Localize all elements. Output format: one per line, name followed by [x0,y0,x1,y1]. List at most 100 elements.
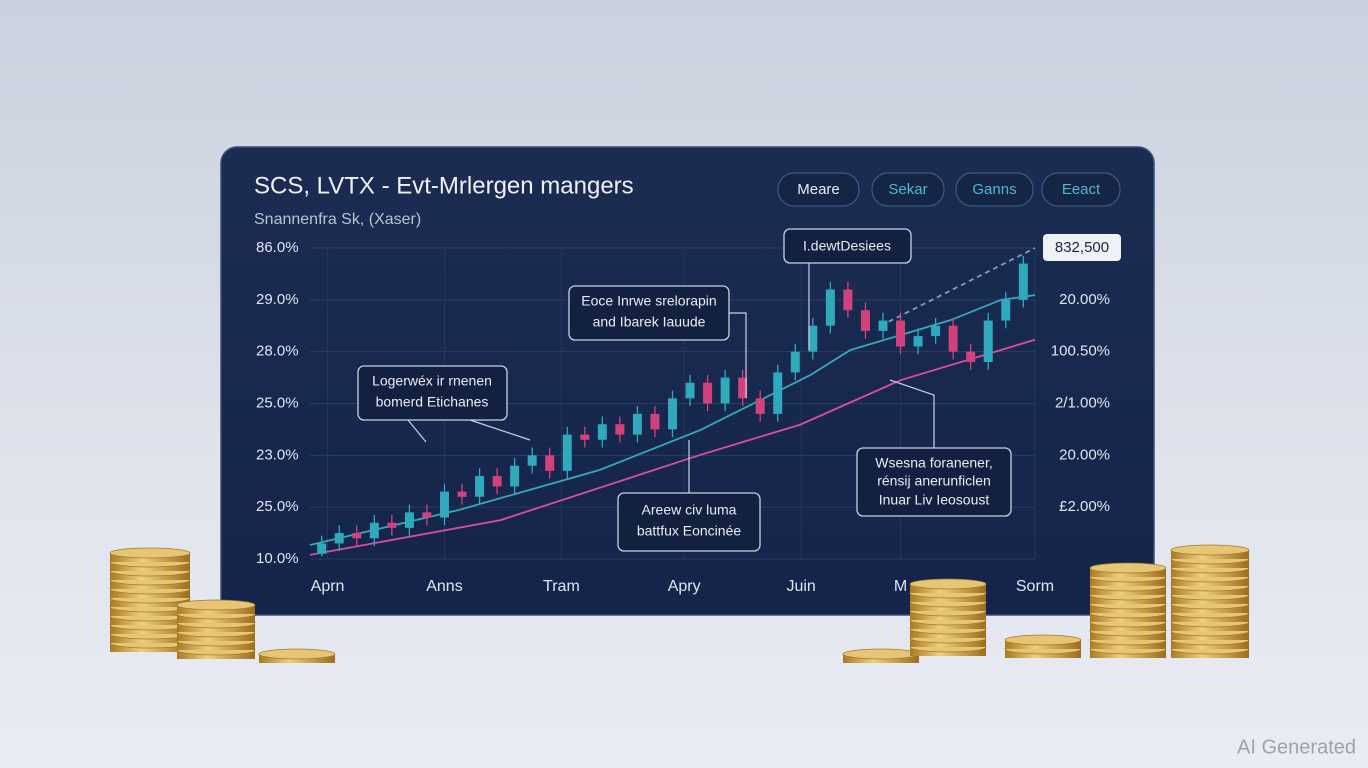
candle-body [825,289,835,326]
y-tick-label: 23.0% [256,446,299,463]
candle-body [948,325,958,352]
toolbar-button[interactable] [1041,172,1121,207]
x-tick-label: Juin [786,578,815,595]
candle-body [808,325,818,352]
annotation-text: and Ibarek Iauude [593,314,706,330]
leader [729,312,747,398]
y2-tick-label: £2.00% [1059,498,1110,515]
x-tick-label: Anns [426,578,462,595]
x-tick-label: Sorm [1016,578,1054,595]
coin-face [109,547,191,559]
price-tag [1043,234,1121,261]
toolbar: Meare Sekar Ganns Eeact [777,172,1121,207]
candle-body [913,336,923,347]
candle-body [860,310,870,331]
annotation-box [568,285,730,341]
candle-body [457,491,467,497]
annotation-box [617,492,761,552]
x-tick-label: Tram [543,578,580,595]
candle-body [492,476,502,487]
moving-average [309,338,1036,556]
annotation-text: I.dewtDesiees [803,238,891,254]
coin-face [842,648,920,660]
plot: 10.0% 25.0% 23.0% 25.0% 28.0% 29.0% 86.0% £2.00… [256,239,1110,595]
candle-body [352,533,362,539]
leader [407,419,531,443]
coin-face [909,578,987,590]
coin-face [258,648,336,660]
chart-title: SCS, LVTX - Evt-Mrlergen mangers [254,172,634,199]
candle-body [931,325,941,337]
y-tick-label: 25.0% [256,498,299,515]
candle-body [983,320,993,363]
x-tick-label: Apry [668,578,701,595]
moving-average [880,247,1036,327]
toolbar-button[interactable] [871,172,945,207]
coin-face [1170,544,1250,556]
annotations: Logerwéx ir rnenen bomerd Etichanes Eoce… [357,228,1012,552]
y2-tick-label: 20.00% [1059,446,1110,463]
coin-face [176,599,256,611]
button-label: Ganns [972,181,1016,198]
candle-body [475,476,485,497]
x-tick-label: M [894,578,907,595]
coin-face [1089,562,1167,574]
candle-body [878,320,888,331]
candle-body [720,377,730,404]
chart-subtitle: Snannenfra Sk, (Xaser) [254,211,421,228]
candle-body [773,372,783,414]
button-label: Meare [797,181,840,198]
moving-average [309,294,1036,546]
annotation-text: Wsesna foranener, [875,455,993,471]
candle-body [580,434,590,440]
coins [109,544,1250,663]
candle-body [790,351,800,373]
candle-body [562,434,572,471]
button-label: Sekar [888,181,927,198]
candle-body [334,533,344,544]
candle-body [545,455,555,471]
candle-body [650,413,660,430]
candle-body [615,424,625,435]
candle-body [896,320,906,347]
candle-body [510,465,520,487]
y2-tick-label: 100.50% [1051,343,1110,360]
candle-body [387,522,397,528]
y-tick-label: 25.0% [256,394,299,411]
candle-body [966,351,976,363]
y2-tick-label: 20.00% [1059,291,1110,308]
candle-body [597,424,607,440]
y2-tick-label: 2/1.00% [1055,394,1110,411]
toolbar-button[interactable] [777,172,860,207]
watermark: AI Generated [1237,736,1356,758]
candle-body [1018,263,1028,300]
coin-face [1004,634,1082,646]
candle-body [1001,299,1011,321]
candle-body [404,512,414,528]
annotation-box [357,365,508,421]
candle-body [632,413,642,435]
leader [889,379,935,448]
toolbar-button[interactable] [955,172,1034,207]
candle-body [755,398,765,414]
annotation-text: Areew civ luma [642,502,737,518]
annotation-text: rénsij anerunficlen [877,473,991,489]
annotation-text: Logerwéx ir rnenen [372,373,492,389]
candle-body [422,512,432,518]
y-tick-label: 28.0% [256,343,299,360]
y-tick-label: 86.0% [256,239,299,256]
x-tick-label: Aprn [311,578,345,595]
price-label: 832,500 [1055,239,1109,256]
annotation-text: bomerd Etichanes [376,394,489,410]
annotation-text: battfux Eoncinée [637,523,742,539]
candle-body [668,398,677,430]
candle-body [317,543,327,554]
candle-body [703,382,713,404]
annotation-box [856,447,1012,517]
candle-body [527,455,537,466]
annotation-text: Eoce Inrwe srelorapin [581,293,716,309]
candle-body [439,491,449,518]
y-tick-label: 10.0% [256,550,299,567]
